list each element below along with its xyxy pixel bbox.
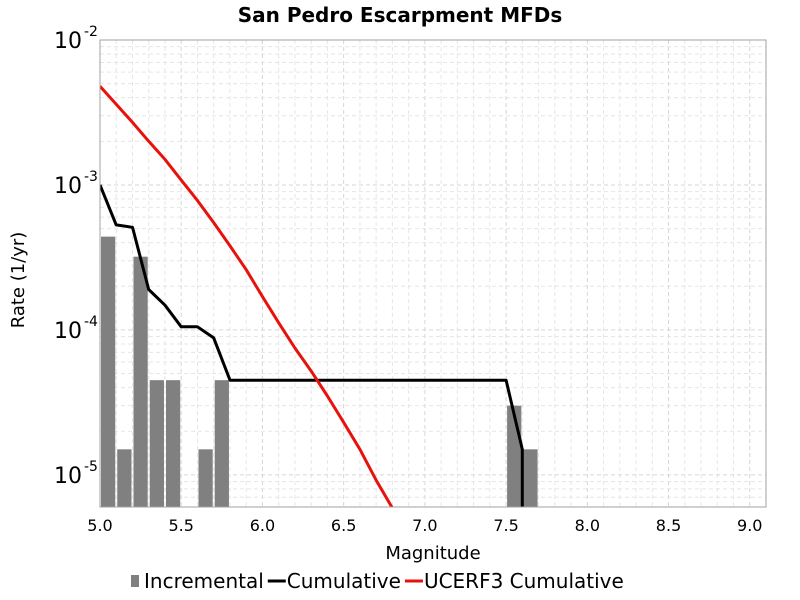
lines-layer — [100, 85, 524, 507]
x-tick-label: 7.5 — [493, 516, 518, 535]
y-tick-label: 10 — [54, 29, 82, 54]
y-tick-exponent: -3 — [84, 169, 98, 185]
legend-label-incremental: Incremental — [144, 569, 264, 593]
plot-frame — [99, 39, 767, 508]
incremental-bar — [117, 449, 132, 507]
incremental-bar — [523, 449, 538, 507]
x-tick-label: 8.0 — [575, 516, 600, 535]
legend-swatch-incremental — [131, 575, 139, 587]
legend: Incremental Cumulative UCERF3 Cumulative — [131, 569, 624, 593]
x-tick-label: 8.5 — [656, 516, 681, 535]
chart-title: San Pedro Escarpment MFDs — [238, 3, 563, 27]
x-tick-label: 6.5 — [331, 516, 356, 535]
y-axis-label: Rate (1/yr) — [8, 232, 29, 329]
y-tick-labels: 10-510-410-310-2 — [54, 24, 98, 489]
x-tick-label: 9.0 — [737, 516, 762, 535]
y-tick-label: 10 — [54, 464, 82, 489]
grid-layer — [100, 39, 767, 508]
ucerf3-cumulative-line — [100, 85, 394, 507]
cumulative-line — [100, 184, 524, 507]
x-tick-labels: 5.0 5.5 6.0 6.5 7.0 7.5 8.0 8.5 9.0 — [87, 516, 762, 535]
y-tick-label: 10 — [54, 319, 82, 344]
legend-label-ucerf3-cumulative: UCERF3 Cumulative — [424, 569, 624, 593]
x-tick-label: 5.5 — [168, 516, 193, 535]
incremental-bar — [214, 380, 229, 507]
incremental-bar — [165, 380, 181, 507]
plot-area — [99, 39, 767, 508]
incremental-bar — [198, 449, 213, 507]
x-axis-label: Magnitude — [385, 543, 480, 564]
y-tick-exponent: -5 — [84, 459, 98, 475]
y-tick-label: 10 — [54, 174, 82, 199]
legend-label-cumulative: Cumulative — [287, 569, 401, 593]
y-tick-exponent: -4 — [84, 314, 98, 330]
y-tick-exponent: -2 — [84, 24, 98, 40]
x-tick-label: 5.0 — [87, 516, 112, 535]
incremental-bar — [101, 236, 116, 507]
x-tick-label: 7.0 — [412, 516, 437, 535]
x-tick-label: 6.0 — [250, 516, 275, 535]
incremental-bar — [149, 380, 164, 507]
incremental-bar — [133, 256, 148, 507]
